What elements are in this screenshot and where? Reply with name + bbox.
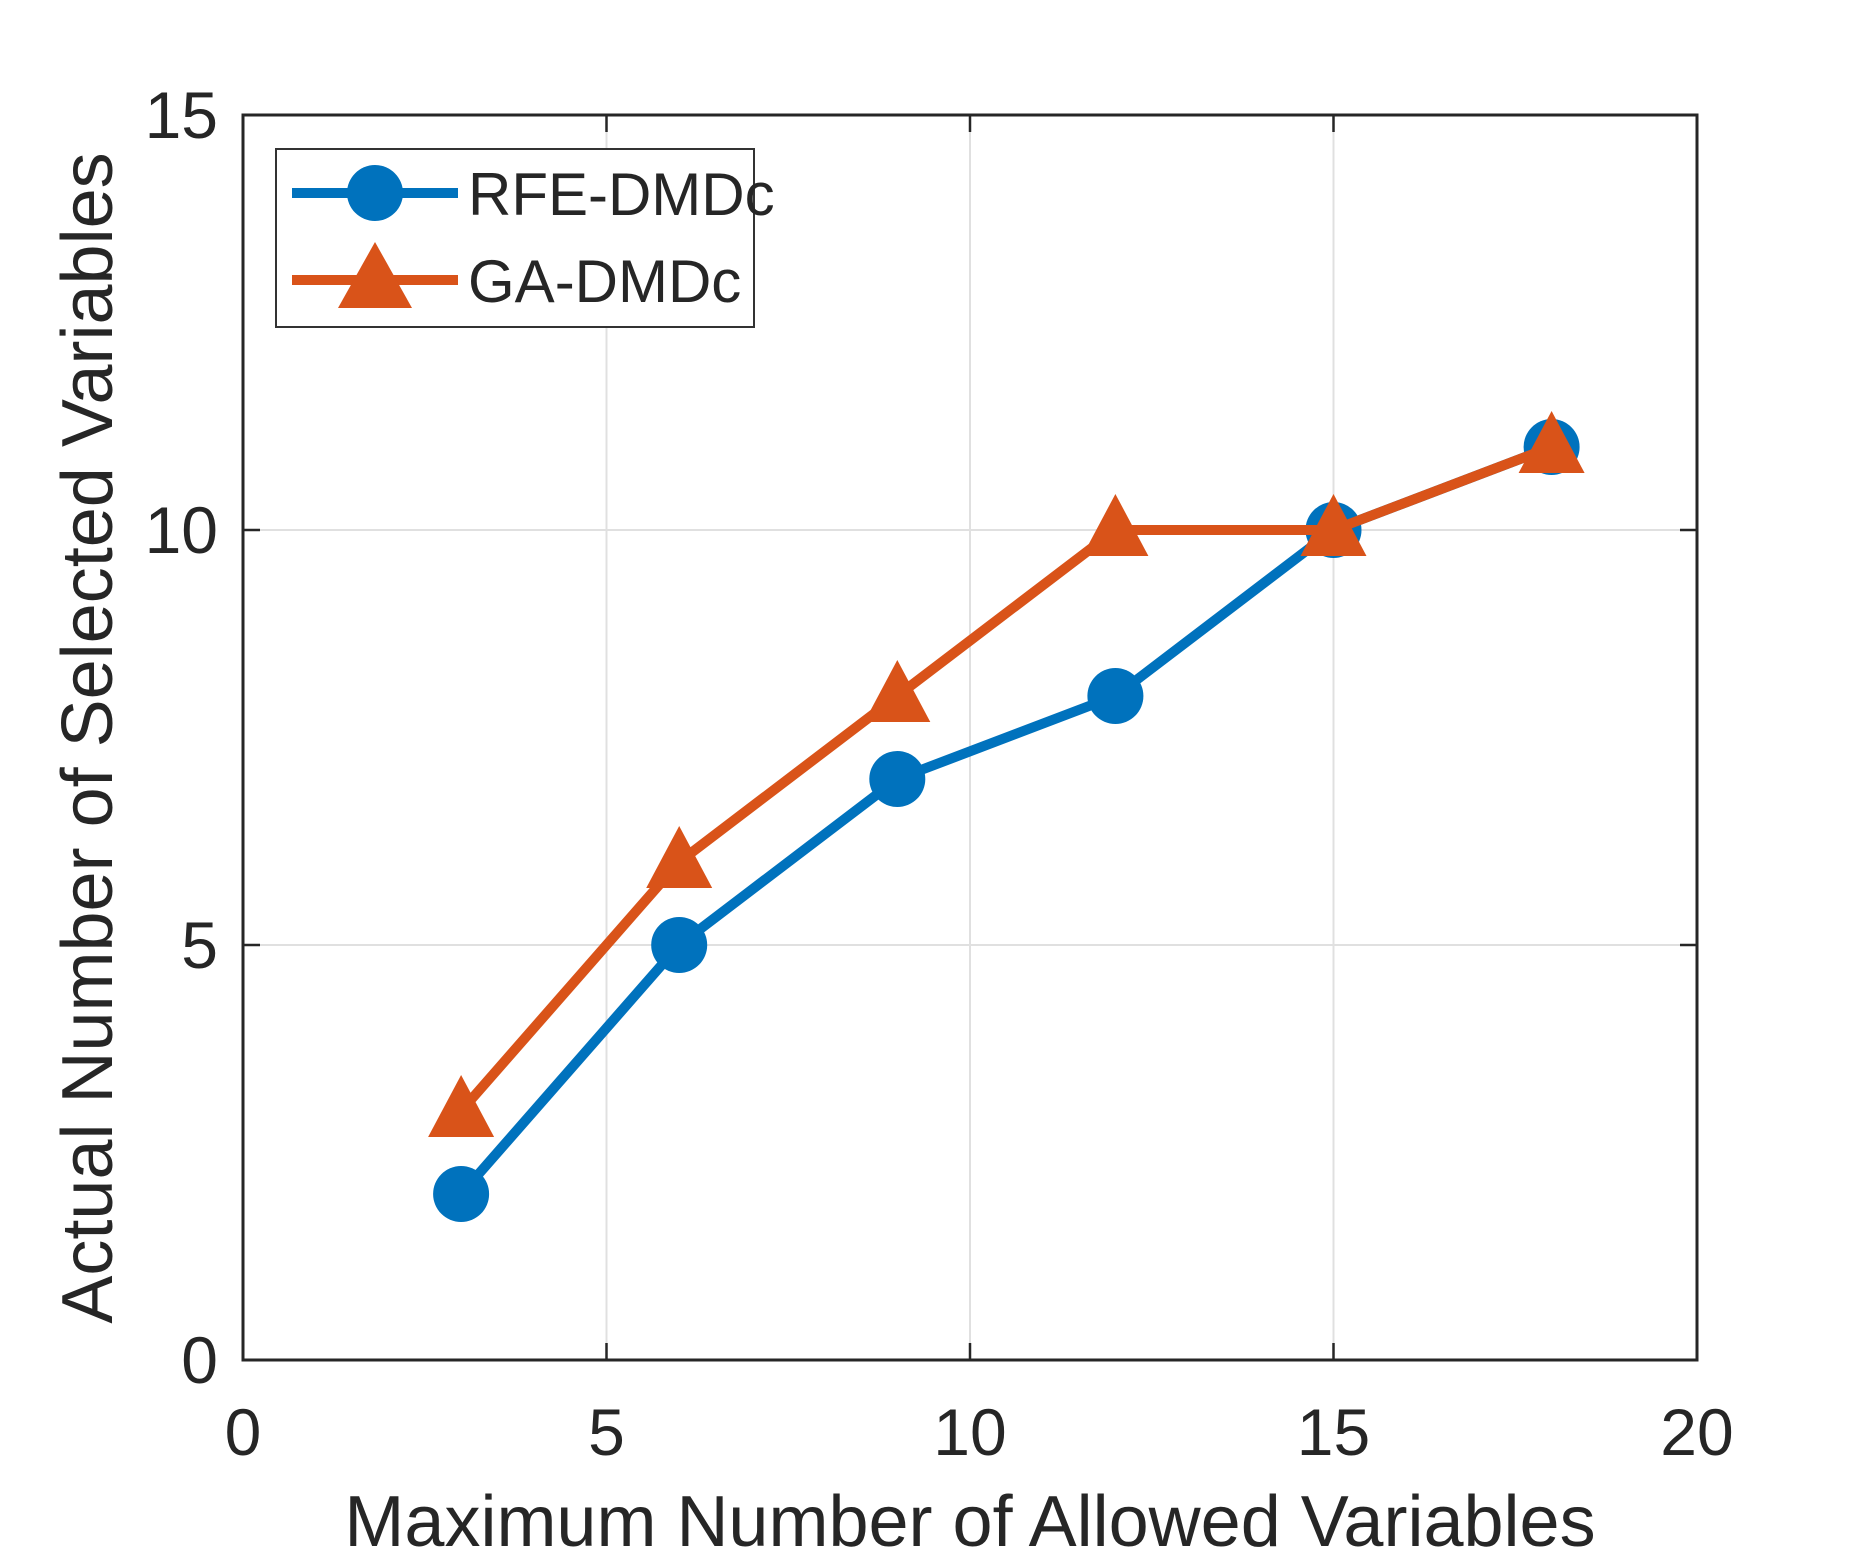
- x-tick-label-10: 10: [933, 1395, 1006, 1469]
- legend: RFE-DMDc GA-DMDc: [275, 148, 775, 328]
- series-layer: [428, 411, 1585, 1222]
- triangle-marker-ga-dmdc: [864, 660, 931, 722]
- legend-label-rfe-dmdc: RFE-DMDc: [468, 161, 775, 228]
- series-line-rfe-dmdc: [457, 442, 1554, 1198]
- circle-marker-rfe-dmdc: [433, 1166, 490, 1222]
- series-ga-dmdc: [428, 411, 1585, 1137]
- circle-marker-icon: [347, 165, 403, 221]
- triangle-marker-ga-dmdc: [1518, 411, 1585, 473]
- circle-marker-rfe-dmdc: [1087, 668, 1144, 724]
- triangle-marker-ga-dmdc: [646, 826, 713, 888]
- axes-frame: [241, 113, 1699, 1362]
- triangle-marker-ga-dmdc: [1082, 494, 1149, 556]
- tick-labels: 0 5 10 15 20 0 5 10 15: [145, 78, 1734, 1469]
- x-tick-label-15: 15: [1297, 1395, 1370, 1469]
- triangle-marker-ga-dmdc: [1300, 494, 1367, 556]
- triangle-marker-icon: [338, 242, 412, 308]
- legend-item-rfe-dmdc: RFE-DMDc: [292, 161, 775, 228]
- x-axis-label: Maximum Number of Allowed Variables: [344, 1482, 1595, 1562]
- y-tick-label-5: 5: [181, 908, 218, 982]
- y-tick-label-0: 0: [181, 1323, 218, 1397]
- circle-marker-rfe-dmdc: [651, 917, 708, 973]
- y-tick-label-15: 15: [145, 78, 218, 152]
- triangle-marker-ga-dmdc: [428, 1075, 495, 1137]
- series-rfe-dmdc: [433, 419, 1580, 1222]
- x-tick-label-5: 5: [588, 1395, 625, 1469]
- y-tick-label-10: 10: [145, 493, 218, 567]
- legend-label-ga-dmdc: GA-DMDc: [468, 248, 741, 315]
- x-tick-label-0: 0: [225, 1395, 262, 1469]
- x-tick-label-20: 20: [1660, 1395, 1733, 1469]
- legend-item-ga-dmdc: GA-DMDc: [292, 242, 741, 315]
- y-axis-label: Actual Number of Selected Variables: [48, 152, 128, 1323]
- series-line-ga-dmdc: [457, 442, 1554, 1115]
- circle-marker-rfe-dmdc: [869, 751, 926, 807]
